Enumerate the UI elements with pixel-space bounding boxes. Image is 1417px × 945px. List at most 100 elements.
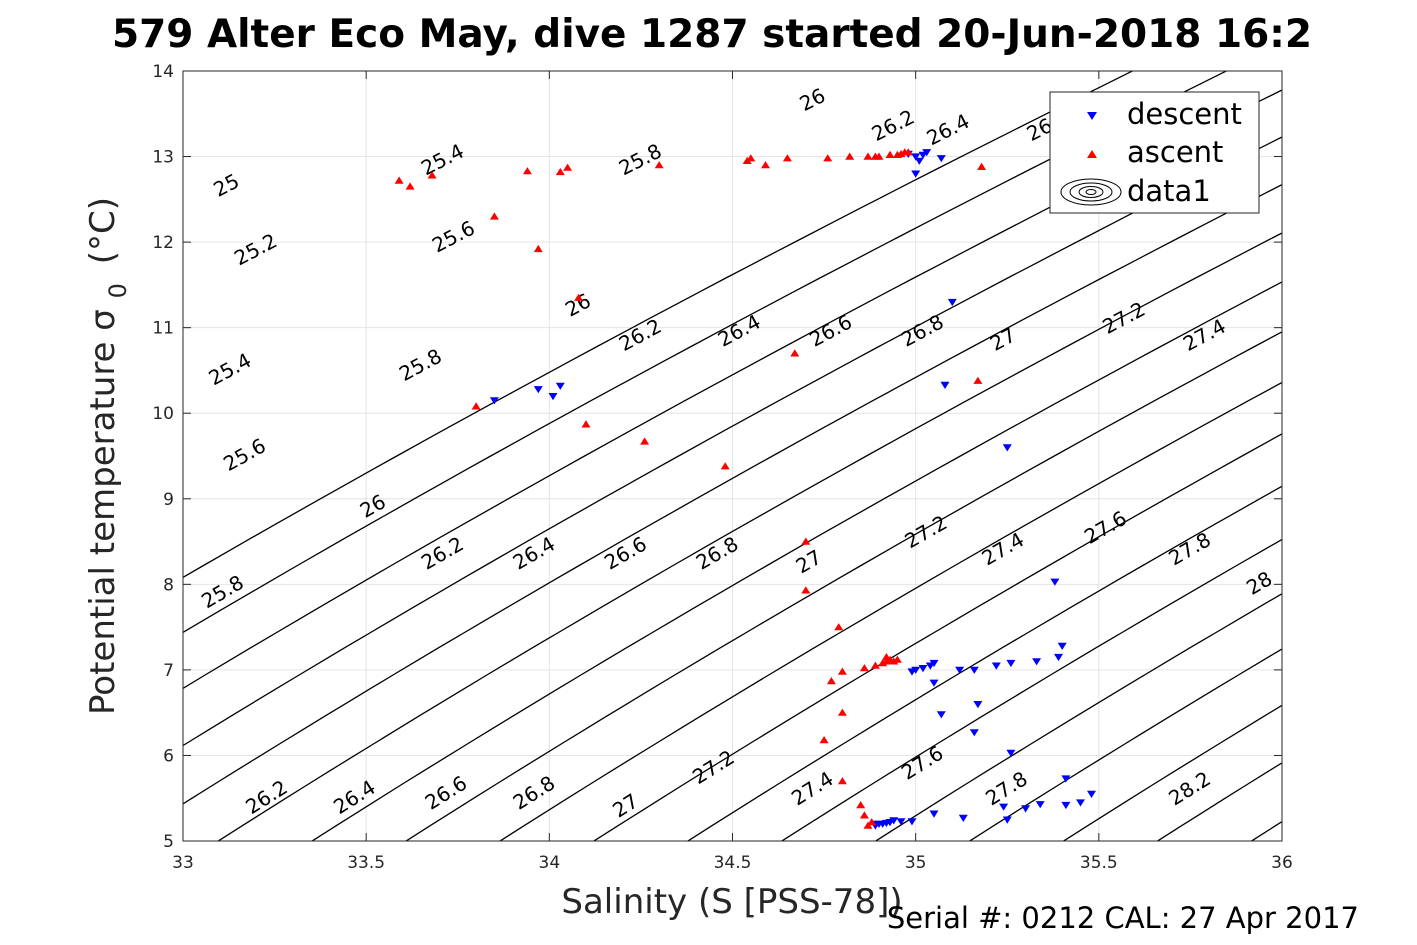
ascent-point: [489, 212, 499, 220]
contour-label: 26.6: [421, 771, 471, 815]
ascent-point: [394, 176, 404, 184]
ascent-point: [856, 801, 866, 809]
contour-label: 26: [356, 489, 390, 522]
descent-point: [999, 803, 1009, 811]
contour-label: 26.8: [897, 310, 948, 352]
ascent-point: [845, 152, 855, 160]
y-tick-label: 5: [163, 832, 174, 852]
ascent-point: [837, 777, 847, 785]
y-tick-label: 11: [152, 319, 174, 339]
y-tick-label: 13: [152, 148, 174, 168]
y-axis-label: Potential temperature σ: [83, 309, 123, 715]
contour-label: 25.8: [395, 344, 446, 386]
descent-point: [1054, 653, 1063, 662]
contour-label: 27: [608, 789, 642, 823]
descent-point: [1002, 444, 1012, 452]
descent-point: [533, 386, 543, 394]
x-tick-label: 36: [1271, 853, 1293, 873]
ascent-point: [471, 402, 481, 410]
isopycnal-line: [183, 71, 1228, 634]
y-axis-label-subscript: 0: [104, 283, 132, 298]
descent-point: [555, 382, 565, 390]
ascent-point: [801, 586, 811, 594]
y-tick-label: 7: [163, 661, 174, 681]
contour-label: 25.6: [219, 433, 270, 476]
ascent-point: [837, 667, 847, 675]
isopycnal-line: [310, 281, 1282, 841]
legend-descent-label: descent: [1127, 97, 1242, 131]
density-contours: [183, 71, 1282, 841]
contour-label: 27.2: [1098, 297, 1149, 339]
isopycnal-line: [780, 538, 1282, 841]
descent-point: [1006, 749, 1016, 757]
ascent-point: [878, 659, 888, 667]
isopycnal-line: [183, 183, 1282, 805]
y-axis-label-unit: (°C): [83, 197, 123, 264]
isopycnal-line: [592, 433, 1282, 841]
isopycnal-line: [686, 485, 1282, 841]
descent-point: [911, 170, 921, 178]
contour-label: 27.4: [978, 527, 1029, 570]
contour-label: 26.2: [417, 532, 468, 575]
ascent-point: [427, 171, 437, 179]
ascent-point: [563, 163, 573, 171]
contour-label: 27.4: [1179, 314, 1230, 356]
ascent-point: [720, 462, 730, 470]
ascent-point: [859, 811, 869, 819]
ascent-point: [867, 818, 877, 826]
descent-point: [914, 157, 924, 165]
x-tick-label: 34: [539, 853, 561, 873]
descent-point: [1061, 775, 1071, 783]
x-tick-label: 35: [905, 853, 927, 873]
ascent-point: [863, 821, 873, 829]
legend-descent-marker: [1087, 112, 1097, 120]
ascent-point: [863, 152, 873, 160]
descent-point: [955, 666, 965, 674]
descent-point: [1002, 816, 1012, 824]
ascent-point: [522, 167, 532, 175]
isopycnal-line: [498, 381, 1282, 841]
descent-point: [489, 397, 499, 405]
descent-point: [925, 662, 935, 670]
ascent-point: [761, 161, 770, 169]
x-tick-label: 35.5: [1080, 853, 1118, 873]
y-tick-label: 12: [152, 233, 174, 253]
ascent-point: [903, 148, 913, 156]
descent-point: [1035, 801, 1045, 809]
y-tick-label: 14: [152, 62, 174, 82]
ascent-point: [782, 154, 792, 162]
descent-point: [929, 679, 939, 687]
x-axis-ticks: 33 33.5 34 34.5 35 35.5 36: [172, 71, 1293, 873]
ascent-point: [834, 623, 844, 631]
ascent-point: [746, 154, 756, 162]
legend-box: [1049, 91, 1260, 214]
contour-label: 25.6: [428, 216, 479, 258]
y-tick-label: 8: [163, 575, 174, 595]
isopycnal-line: [1062, 704, 1282, 841]
ascent-point: [859, 664, 869, 672]
contour-label: 26.2: [241, 775, 291, 819]
ascent-point: [819, 736, 829, 744]
descent-point: [969, 666, 979, 674]
x-tick-label: 33.5: [347, 853, 385, 873]
ascent-point: [870, 661, 880, 669]
isopycnal-line: [404, 331, 1282, 841]
contour-label: 25.4: [205, 348, 256, 390]
x-tick-label: 33: [172, 853, 194, 873]
ascent-point: [823, 154, 833, 162]
legend: descent ascent data1: [1049, 91, 1260, 214]
descent-point: [1061, 801, 1071, 810]
descent-point: [896, 818, 906, 826]
contour-label: 26: [561, 288, 595, 321]
contour-label: 26.2: [868, 105, 919, 146]
descent-point: [1087, 790, 1096, 798]
descent-point: [1032, 658, 1042, 666]
x-axis-label: Salinity (S [PSS-78]): [561, 882, 902, 922]
isopycnal-line: [183, 71, 1134, 579]
contour-label: 27.8: [1164, 527, 1215, 570]
ascent-point: [892, 655, 902, 663]
contour-label: 28: [1242, 566, 1276, 600]
descent-point: [1057, 642, 1067, 650]
ascent-point: [790, 349, 800, 357]
